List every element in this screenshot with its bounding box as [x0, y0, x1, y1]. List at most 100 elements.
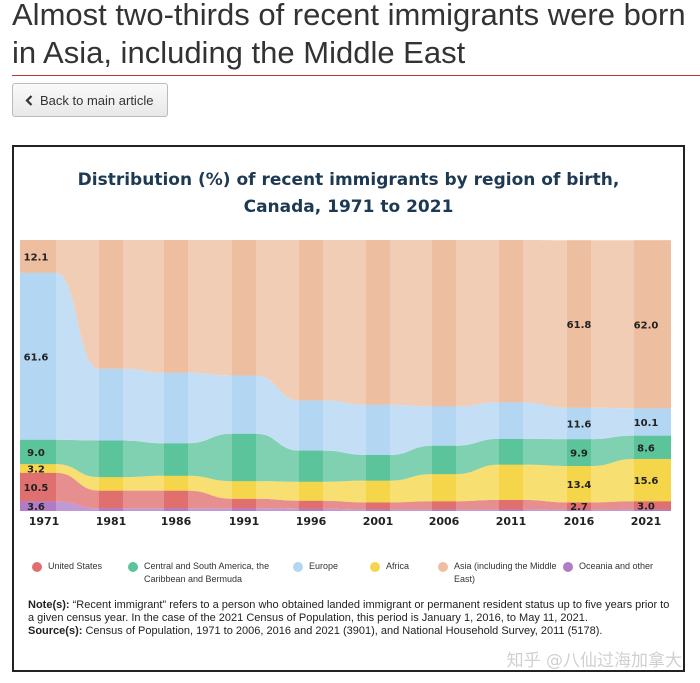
legend-swatch	[370, 562, 380, 572]
bar-segment	[164, 475, 188, 491]
legend-label: Oceania and other	[579, 561, 654, 571]
bar-segment	[366, 502, 390, 510]
data-label: 9.9	[570, 449, 588, 460]
chart-notes: Note(s): “Recent immigrant” refers to a …	[28, 599, 676, 638]
chart-title: Distribution (%) of recent immigrants by…	[14, 167, 683, 221]
source-text: Census of Population, 1971 to 2006, 2016…	[85, 625, 603, 637]
bar-segment	[432, 474, 456, 502]
bar-segment	[634, 509, 671, 511]
stacked-area-plot: 1971 1981 1986 1991 1996 2001 2006 2011 2016 2021…	[20, 240, 671, 528]
data-label: 3.2	[27, 464, 45, 475]
data-label: 62.0	[634, 320, 659, 331]
data-label: 3.0	[637, 501, 655, 512]
bar-segment	[299, 400, 323, 451]
bar-segment	[232, 240, 256, 376]
data-label: 3.6	[27, 502, 45, 513]
chevron-left-icon	[25, 94, 35, 106]
bar-segment	[20, 501, 56, 511]
chart-frame: Distribution (%) of recent immigrants by…	[12, 145, 685, 672]
x-tick-label: 1986	[161, 515, 192, 528]
bar-segment	[232, 508, 256, 511]
x-tick-label: 2011	[496, 515, 527, 528]
bar-segment	[99, 440, 123, 478]
x-tick-label: 2016	[564, 515, 595, 528]
bar-segment	[634, 240, 671, 409]
bar-segment	[99, 477, 123, 491]
bar-segment	[99, 490, 123, 509]
data-label: 11.6	[567, 419, 592, 430]
bar-segment	[499, 499, 523, 510]
back-button-label: Back to main article	[40, 92, 154, 108]
bar-segment	[20, 472, 56, 502]
bar-segment	[20, 464, 56, 473]
data-label: 12.1	[24, 252, 49, 263]
bar-segment	[567, 466, 591, 503]
data-label: 10.1	[634, 418, 659, 429]
legend-label: Africa	[386, 561, 410, 571]
bar-segment	[634, 501, 671, 510]
bar-segment	[567, 502, 591, 510]
data-label: 61.8	[567, 320, 592, 331]
bar-segment	[499, 464, 523, 500]
bar-segment	[164, 490, 188, 509]
x-tick-label: 2021	[631, 515, 662, 528]
legend-item: Africa	[370, 560, 430, 573]
legend-swatch	[128, 562, 138, 572]
legend-label: United States	[48, 561, 103, 571]
legend-swatch	[563, 562, 573, 572]
legend-item: United States	[32, 560, 122, 573]
bar-segment	[634, 408, 671, 436]
bar-segment	[20, 439, 56, 465]
bar-segment	[634, 458, 671, 502]
x-tick-label: 1991	[229, 515, 260, 528]
data-label: 13.4	[567, 480, 592, 491]
bar-segment	[366, 480, 390, 503]
bar-segment	[499, 509, 523, 511]
bar-segment	[499, 438, 523, 465]
bar-segment	[99, 508, 123, 511]
bar-segment	[232, 498, 256, 509]
legend-swatch	[438, 562, 448, 572]
bar-segment	[634, 435, 671, 459]
source-label: Source(s):	[28, 625, 83, 637]
bar-segment	[499, 402, 523, 439]
bar-segment	[299, 481, 323, 501]
note-paragraph: Note(s): “Recent immigrant” refers to a …	[28, 599, 676, 625]
bar-segment	[99, 240, 123, 369]
title-divider	[12, 75, 700, 76]
legend-label: Europe	[309, 561, 339, 571]
x-tick-label: 1981	[96, 515, 127, 528]
bar-segment	[299, 500, 323, 509]
bar-segment	[299, 508, 323, 511]
bar-segment	[299, 450, 323, 482]
bar-segment	[164, 508, 188, 511]
legend-swatch	[32, 562, 42, 572]
data-label: 61.6	[24, 352, 49, 363]
bar-segment	[366, 404, 390, 455]
bar-segment	[567, 439, 591, 467]
bar-segment	[432, 509, 456, 511]
chart-title-line-2: Canada, 1971 to 2021	[243, 197, 454, 217]
bar-segment	[499, 240, 523, 403]
bar-segment	[432, 406, 456, 446]
note-label: Note(s):	[28, 599, 70, 611]
bar-segment	[567, 509, 591, 511]
bar-segment	[366, 509, 390, 511]
legend-item: Oceania and other	[563, 560, 683, 573]
chart-legend: United States Central and South America, …	[28, 552, 678, 592]
legend-label: Central and South America, the Caribbean…	[144, 561, 270, 584]
bar-segment	[432, 240, 456, 407]
data-label: 10.5	[24, 483, 49, 494]
page-title: Almost two-thirds of recent immigrants w…	[12, 0, 686, 70]
data-label: 9.0	[27, 448, 45, 459]
bar-segment	[232, 375, 256, 434]
data-label: 15.6	[634, 476, 659, 487]
bar-segment	[164, 443, 188, 476]
back-to-main-article-button[interactable]: Back to main article	[12, 83, 168, 117]
bar-segment	[164, 240, 188, 373]
bar-segment	[567, 240, 591, 408]
source-paragraph: Source(s): Census of Population, 1971 to…	[28, 625, 676, 638]
bar-segment	[567, 407, 591, 440]
bar-segment	[432, 501, 456, 510]
legend-item: Central and South America, the Caribbean…	[128, 560, 288, 586]
